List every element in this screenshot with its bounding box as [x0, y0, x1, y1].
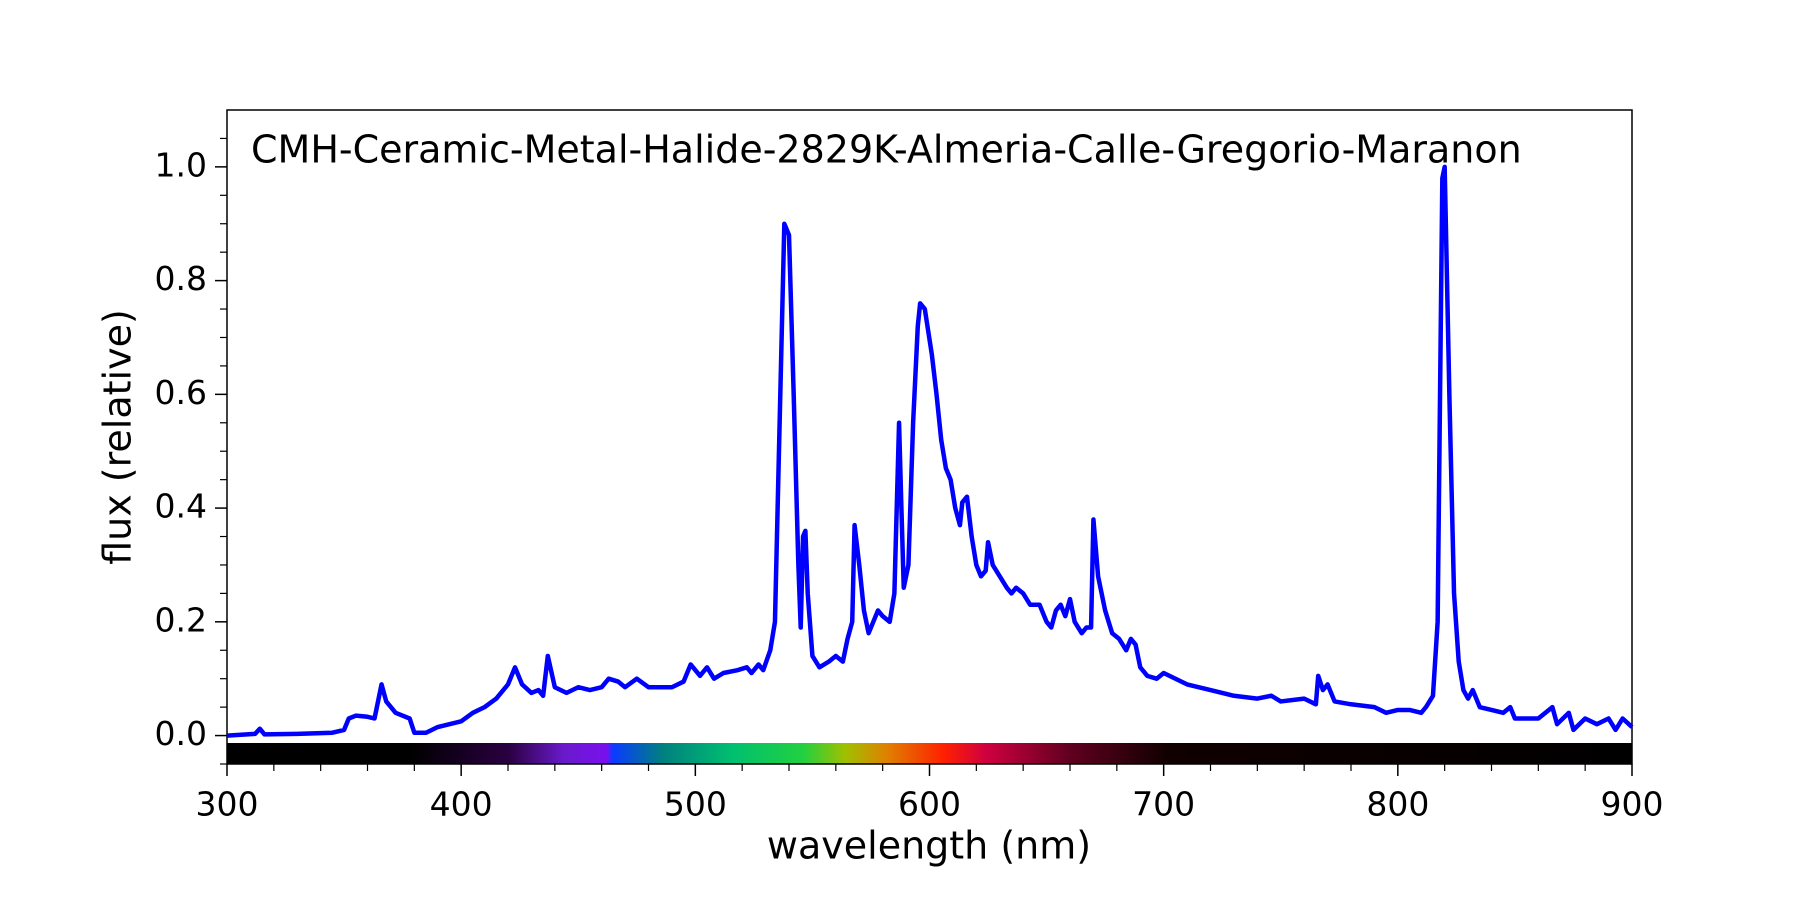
x-tick-label: 300	[196, 785, 259, 824]
y-tick-label: 0.0	[155, 714, 207, 753]
x-tick-label: 700	[1132, 785, 1195, 824]
y-tick-label: 0.4	[155, 487, 207, 526]
x-tick-label: 800	[1366, 785, 1429, 824]
plot-frame	[226, 109, 1633, 765]
y-tick-label: 1.0	[155, 145, 207, 184]
y-tick-label: 0.6	[155, 373, 207, 412]
y-tick-label: 0.2	[155, 600, 207, 639]
spectrum-colorbar	[227, 743, 1632, 764]
x-axis-label: wavelength (nm)	[767, 824, 1091, 868]
x-tick-label: 400	[430, 785, 493, 824]
spectrum-line	[226, 164, 1634, 738]
y-tick-label: 0.8	[155, 259, 207, 298]
x-tick-label: 500	[664, 785, 727, 824]
y-axis-label: flux (relative)	[96, 309, 140, 565]
x-tick-label: 900	[1601, 785, 1664, 824]
x-tick-label: 600	[898, 785, 961, 824]
chart-title: CMH-Ceramic-Metal-Halide-2829K-Almeria-C…	[251, 128, 1522, 172]
